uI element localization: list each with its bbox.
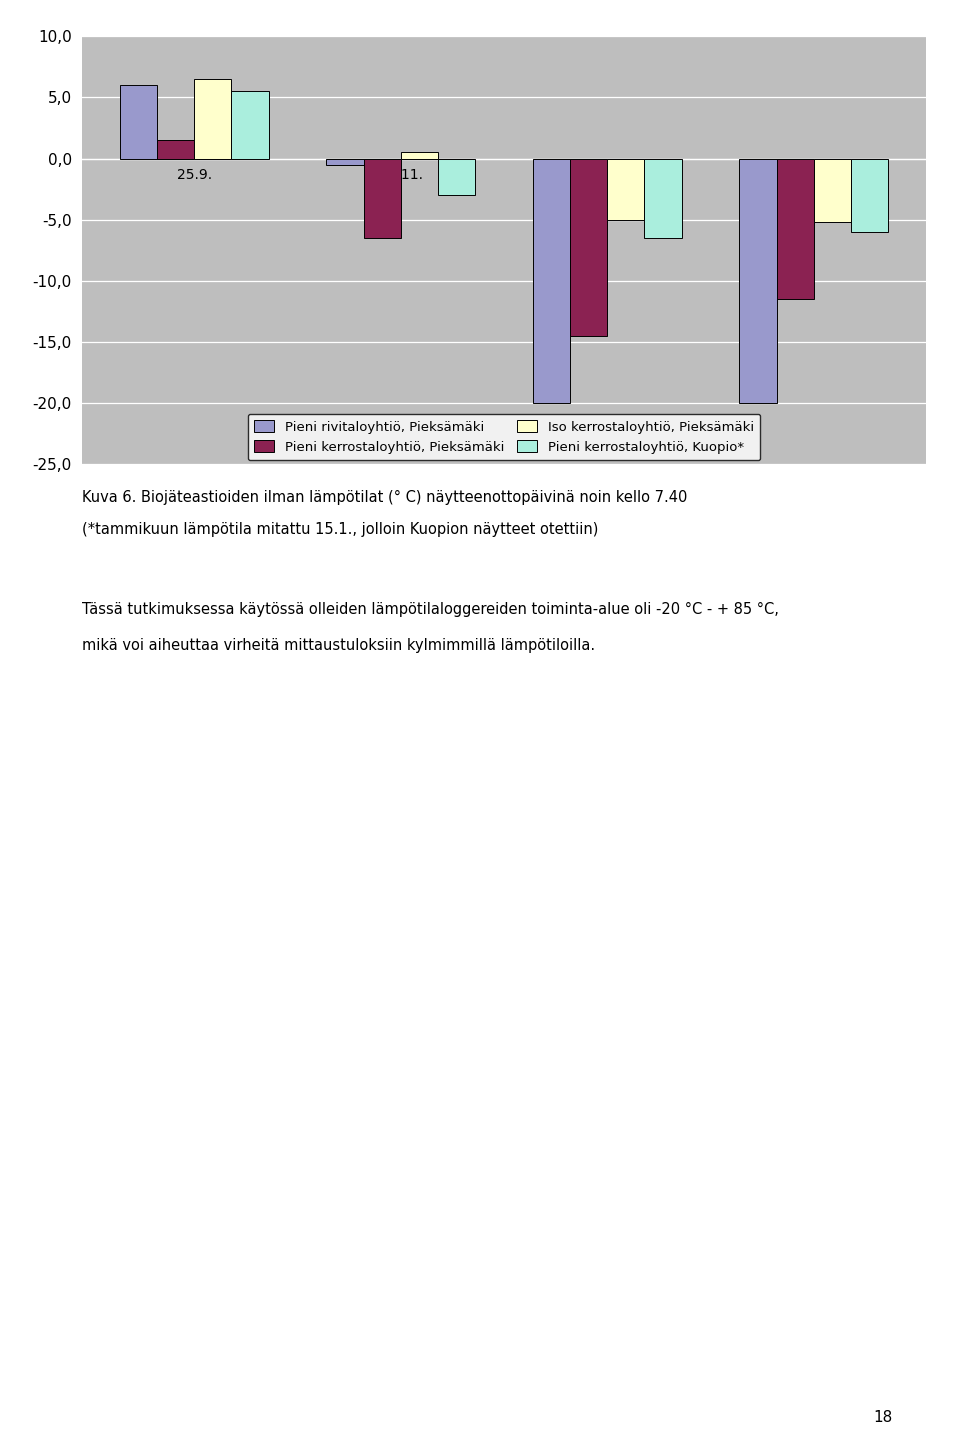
Text: Kuva 6. Biojäteastioiden ilman lämpötilat (° C) näytteenottopäivinä noin kello 7: Kuva 6. Biojäteastioiden ilman lämpötila…	[82, 490, 687, 505]
Legend: Pieni rivitaloyhtiö, Pieksämäki, Pieni kerrostaloyhtiö, Pieksämäki, Iso kerrosta: Pieni rivitaloyhtiö, Pieksämäki, Pieni k…	[248, 414, 760, 460]
Bar	[814, 158, 851, 222]
Bar	[438, 158, 475, 196]
Bar	[194, 78, 231, 158]
Text: 18: 18	[874, 1410, 893, 1425]
Bar	[777, 158, 814, 299]
Text: Tässä tutkimuksessa käytössä olleiden lämpötilaloggereiden toiminta-alue oli -20: Tässä tutkimuksessa käytössä olleiden lä…	[82, 602, 779, 617]
Bar	[533, 158, 570, 403]
Bar	[608, 158, 644, 219]
Bar	[120, 86, 157, 158]
Bar	[326, 158, 364, 165]
Bar	[851, 158, 888, 232]
Bar	[570, 158, 608, 337]
Bar	[157, 141, 194, 158]
Bar	[231, 91, 269, 158]
Bar	[644, 158, 682, 238]
Bar	[739, 158, 777, 403]
Bar	[400, 152, 438, 158]
Text: mikä voi aiheuttaa virheitä mittaustuloksiin kylmimmillä lämpötiloilla.: mikä voi aiheuttaa virheitä mittaustulok…	[82, 638, 595, 653]
Bar	[364, 158, 400, 238]
Text: (*tammikuun lämpötila mitattu 15.1., jolloin Kuopion näytteet otettiin): (*tammikuun lämpötila mitattu 15.1., jol…	[82, 522, 598, 537]
